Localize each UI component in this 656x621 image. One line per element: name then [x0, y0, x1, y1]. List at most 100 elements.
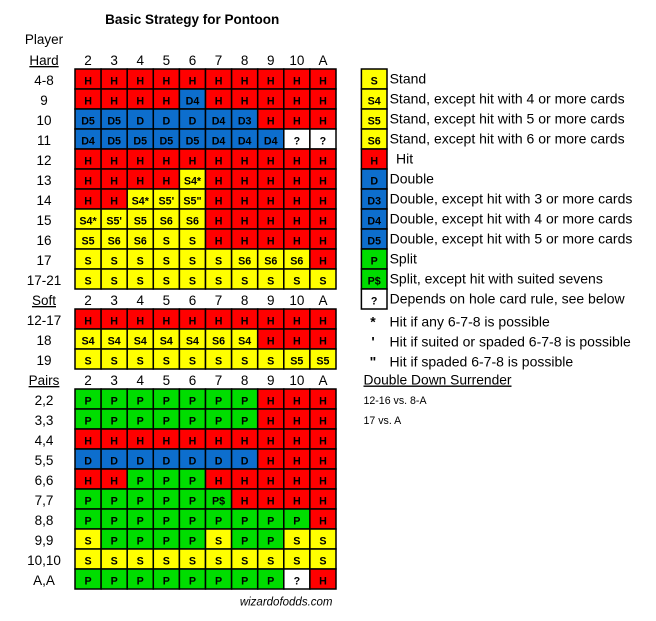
svg-text:P: P	[267, 516, 274, 528]
svg-text:H: H	[267, 236, 275, 248]
svg-text:H: H	[162, 176, 170, 188]
svg-text:H: H	[110, 76, 118, 88]
svg-text:S: S	[267, 356, 274, 368]
svg-text:A: A	[318, 293, 327, 308]
svg-text:H: H	[84, 156, 92, 168]
svg-text:P: P	[111, 576, 118, 588]
svg-text:H: H	[215, 156, 223, 168]
svg-text:P: P	[189, 536, 196, 548]
svg-text:H: H	[241, 316, 249, 328]
svg-text:D5: D5	[186, 136, 200, 148]
svg-text:S: S	[267, 276, 274, 288]
svg-text:H: H	[136, 156, 144, 168]
svg-text:S6: S6	[186, 216, 199, 228]
svg-text:S: S	[241, 356, 248, 368]
svg-text:H: H	[162, 316, 170, 328]
svg-text:P: P	[293, 516, 300, 528]
svg-text:H: H	[267, 156, 275, 168]
svg-text:H: H	[241, 496, 249, 508]
svg-text:Player: Player	[25, 32, 64, 47]
svg-text:Stand, except hit with 5 or mo: Stand, except hit with 5 or more cards	[390, 111, 625, 127]
svg-text:D4: D4	[238, 136, 252, 148]
svg-text:P: P	[189, 496, 196, 508]
svg-text:D: D	[241, 456, 249, 468]
svg-text:H: H	[110, 96, 118, 108]
svg-text:S6: S6	[134, 236, 147, 248]
svg-text:S: S	[189, 556, 196, 568]
svg-text:D: D	[189, 116, 197, 128]
svg-text:H: H	[110, 196, 118, 208]
svg-text:H: H	[319, 156, 327, 168]
svg-text:S4: S4	[160, 336, 173, 348]
svg-text:D5: D5	[367, 236, 381, 248]
svg-text:P: P	[371, 256, 378, 268]
svg-text:S: S	[137, 356, 144, 368]
svg-text:P: P	[111, 396, 118, 408]
svg-text:5: 5	[163, 293, 171, 308]
svg-text:4: 4	[136, 53, 144, 68]
svg-text:S5": S5"	[183, 196, 201, 208]
svg-text:H: H	[319, 476, 327, 488]
svg-text:H: H	[241, 236, 249, 248]
svg-text:H: H	[215, 196, 223, 208]
svg-text:H: H	[162, 76, 170, 88]
svg-text:Double: Double	[390, 171, 435, 187]
svg-text:H: H	[267, 216, 275, 228]
svg-text:P: P	[267, 536, 274, 548]
svg-text:H: H	[241, 76, 249, 88]
svg-text:H: H	[189, 76, 197, 88]
svg-text:H: H	[267, 316, 275, 328]
svg-text:S5: S5	[82, 236, 95, 248]
svg-text:S: S	[189, 356, 196, 368]
svg-text:S: S	[241, 556, 248, 568]
svg-text:H: H	[215, 96, 223, 108]
svg-text:H: H	[215, 436, 223, 448]
svg-text:S: S	[163, 276, 170, 288]
svg-text:P: P	[189, 476, 196, 488]
svg-text:P: P	[241, 576, 248, 588]
svg-text:D5: D5	[133, 136, 147, 148]
svg-text:P: P	[137, 476, 144, 488]
svg-text:': '	[371, 334, 374, 350]
svg-text:S: S	[84, 356, 91, 368]
svg-text:S: S	[215, 536, 222, 548]
svg-text:H: H	[319, 76, 327, 88]
svg-text:H: H	[189, 156, 197, 168]
svg-text:S: S	[163, 256, 170, 268]
svg-text:P: P	[189, 516, 196, 528]
svg-text:H: H	[319, 316, 327, 328]
svg-text:S: S	[111, 276, 118, 288]
svg-text:D4: D4	[212, 116, 226, 128]
svg-text:H: H	[241, 176, 249, 188]
svg-text:9: 9	[267, 293, 275, 308]
svg-text:8,8: 8,8	[35, 513, 54, 528]
svg-text:Stand, except hit with 6 or mo: Stand, except hit with 6 or more cards	[390, 131, 625, 147]
svg-text:D5: D5	[160, 136, 174, 148]
svg-text:H: H	[136, 436, 144, 448]
svg-text:H: H	[110, 436, 118, 448]
svg-text:P: P	[163, 476, 170, 488]
svg-text:P: P	[163, 416, 170, 428]
svg-text:H: H	[319, 416, 327, 428]
svg-text:Soft: Soft	[32, 293, 56, 308]
svg-text:H: H	[110, 156, 118, 168]
svg-text:H: H	[293, 416, 301, 428]
svg-text:P: P	[241, 416, 248, 428]
svg-text:P: P	[84, 516, 91, 528]
svg-text:2: 2	[84, 293, 92, 308]
svg-text:D4: D4	[81, 136, 95, 148]
svg-text:D3: D3	[367, 196, 381, 208]
svg-text:S: S	[319, 536, 326, 548]
svg-text:H: H	[267, 456, 275, 468]
svg-text:?: ?	[371, 296, 378, 308]
svg-text:H: H	[293, 196, 301, 208]
svg-text:H: H	[162, 436, 170, 448]
svg-text:S: S	[215, 356, 222, 368]
svg-text:S5': S5'	[159, 196, 175, 208]
svg-text:7: 7	[215, 293, 223, 308]
svg-text:S6: S6	[108, 236, 121, 248]
svg-text:9: 9	[40, 93, 48, 108]
svg-text:P: P	[163, 576, 170, 588]
svg-text:H: H	[319, 96, 327, 108]
svg-text:S: S	[137, 276, 144, 288]
